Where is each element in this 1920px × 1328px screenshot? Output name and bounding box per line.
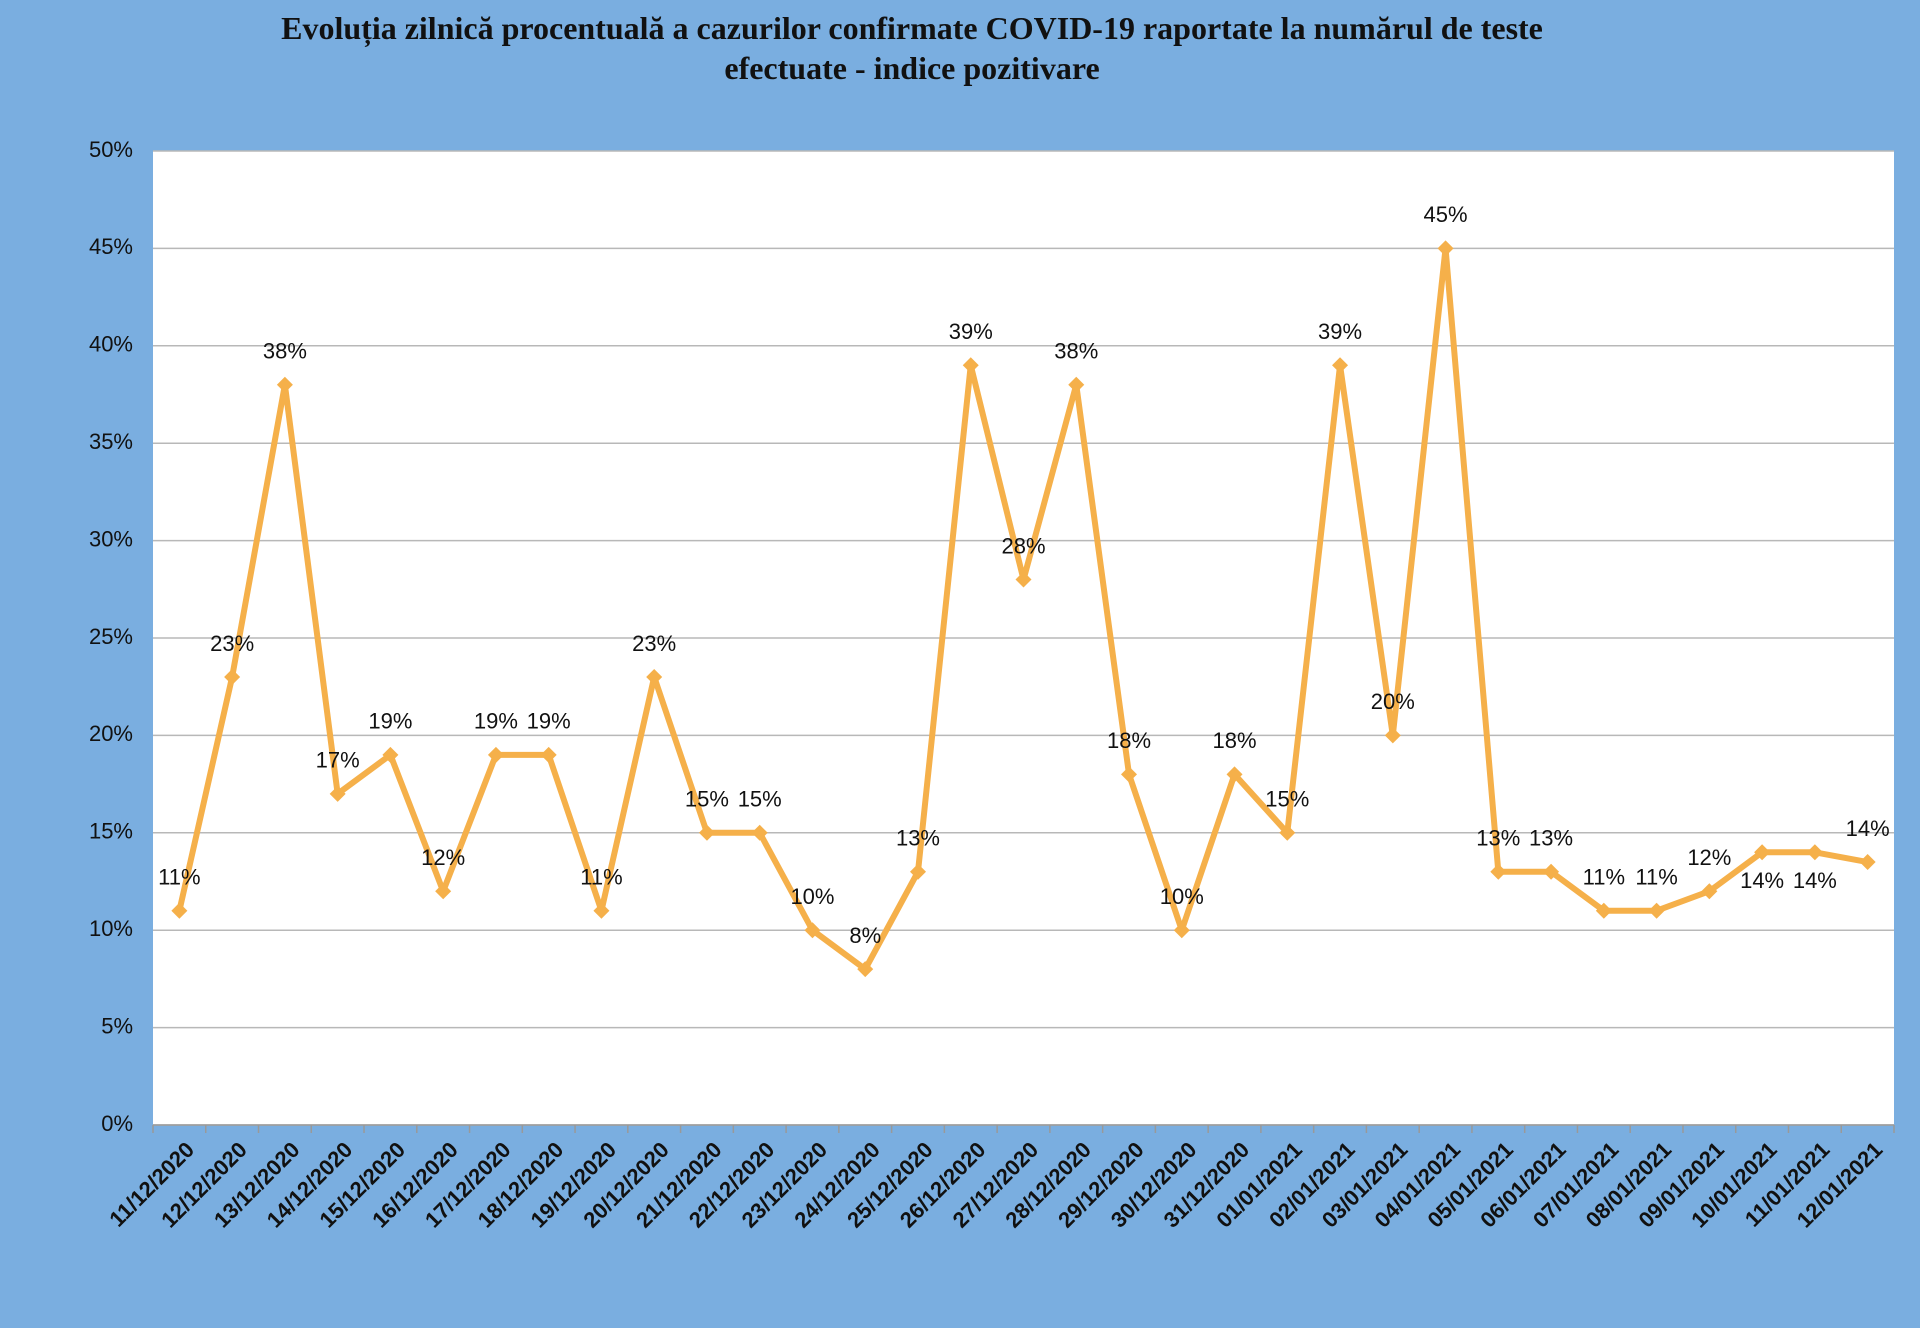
- marker: [857, 961, 874, 978]
- data-label: 14%: [1793, 868, 1837, 893]
- marker: [329, 785, 346, 802]
- data-label: 15%: [685, 787, 729, 812]
- data-label: 19%: [474, 709, 518, 734]
- data-label: 13%: [1529, 826, 1573, 851]
- data-label: 11%: [1635, 865, 1677, 890]
- y-tick-label: 15%: [89, 819, 133, 844]
- marker: [171, 902, 188, 919]
- data-label: 20%: [1371, 689, 1415, 714]
- data-label: 38%: [263, 339, 307, 364]
- data-label: 15%: [1265, 787, 1309, 812]
- data-label: 19%: [368, 709, 412, 734]
- data-label: 19%: [527, 709, 571, 734]
- data-label: 12%: [1687, 845, 1731, 870]
- marker: [1859, 854, 1876, 871]
- y-tick-label: 45%: [89, 234, 133, 259]
- marker: [646, 668, 663, 685]
- marker: [698, 824, 715, 841]
- marker: [593, 902, 610, 919]
- data-label: 11%: [580, 865, 622, 890]
- data-label: 17%: [316, 748, 360, 773]
- marker: [1806, 844, 1823, 861]
- marker: [1701, 883, 1718, 900]
- data-label: 39%: [1318, 319, 1362, 344]
- data-label: 10%: [790, 884, 834, 909]
- data-label: 12%: [421, 845, 465, 870]
- marker: [1121, 766, 1138, 783]
- marker: [1384, 727, 1401, 744]
- marker: [1490, 863, 1507, 880]
- marker: [909, 863, 926, 880]
- y-tick-label: 40%: [89, 332, 133, 357]
- marker: [804, 922, 821, 939]
- marker: [224, 668, 241, 685]
- marker: [1754, 844, 1771, 861]
- data-label: 39%: [949, 319, 993, 344]
- marker: [382, 746, 399, 763]
- y-tick-label: 25%: [89, 624, 133, 649]
- data-label: 18%: [1213, 728, 1257, 753]
- data-label: 23%: [632, 631, 676, 656]
- marker: [540, 746, 557, 763]
- data-label: 8%: [849, 923, 881, 948]
- marker: [1226, 766, 1243, 783]
- marker: [962, 357, 979, 374]
- marker: [1015, 571, 1032, 588]
- data-label: 23%: [210, 631, 254, 656]
- marker: [1332, 357, 1349, 374]
- y-tick-label: 0%: [101, 1111, 133, 1136]
- data-label: 14%: [1846, 816, 1890, 841]
- y-tick-label: 35%: [89, 429, 133, 454]
- y-tick-label: 30%: [89, 526, 133, 551]
- marker: [751, 824, 768, 841]
- data-label: 14%: [1740, 868, 1784, 893]
- data-label: 13%: [896, 826, 940, 851]
- marker: [276, 376, 293, 393]
- data-label: 13%: [1476, 826, 1520, 851]
- marker: [435, 883, 452, 900]
- data-label: 38%: [1054, 339, 1098, 364]
- marker: [1543, 863, 1560, 880]
- y-tick-label: 5%: [101, 1013, 133, 1038]
- marker: [1279, 824, 1296, 841]
- data-label: 10%: [1160, 884, 1204, 909]
- data-label: 15%: [738, 787, 782, 812]
- data-label: 11%: [1583, 865, 1625, 890]
- marker: [487, 746, 504, 763]
- y-tick-label: 20%: [89, 721, 133, 746]
- marker: [1595, 902, 1612, 919]
- chart-title: Evoluția zilnică procentuală a cazurilor…: [281, 10, 1543, 86]
- marker: [1648, 902, 1665, 919]
- data-label: 11%: [158, 865, 200, 890]
- data-label: 45%: [1424, 202, 1468, 227]
- data-label: 18%: [1107, 728, 1151, 753]
- marker: [1068, 376, 1085, 393]
- marker: [1173, 922, 1190, 939]
- data-label: 28%: [1001, 533, 1045, 558]
- marker: [1437, 240, 1454, 257]
- y-tick-label: 10%: [89, 916, 133, 941]
- y-tick-label: 50%: [89, 137, 133, 162]
